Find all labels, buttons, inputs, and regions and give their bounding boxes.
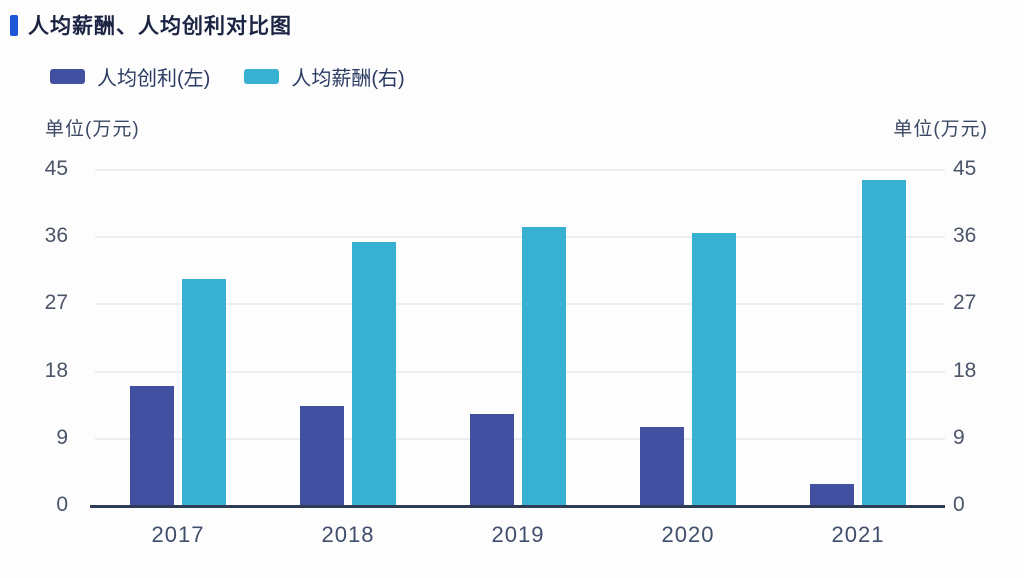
x-tick-2018: 2018 <box>321 522 375 547</box>
bar-profit-2021 <box>810 484 854 506</box>
bar-profit-2019 <box>470 414 514 506</box>
y-tick-right-18: 18 <box>953 358 977 382</box>
gridline-45 <box>95 169 945 171</box>
bar-salary-2020 <box>692 232 736 506</box>
legend: 人均创利(左) 人均薪酬(右) <box>50 62 405 91</box>
y-tick-left-9: 9 <box>56 425 68 449</box>
bar-profit-2017 <box>130 385 174 506</box>
legend-label: 人均创利(左) <box>97 68 211 90</box>
x-tick-2017: 2017 <box>151 522 205 547</box>
chart-title: 人均薪酬、人均创利对比图 <box>28 15 292 38</box>
legend-swatch-icon <box>50 69 85 84</box>
bar-salary-2019 <box>522 227 566 506</box>
title-block: 人均薪酬、人均创利对比图 <box>10 10 292 40</box>
bar-salary-2021 <box>862 180 906 506</box>
gridline-36 <box>95 236 945 239</box>
y-tick-left-18: 18 <box>44 358 68 382</box>
bar-profit-2018 <box>300 405 344 506</box>
x-tick-2021: 2021 <box>831 522 885 547</box>
legend-item-1: 人均薪酬(右) <box>244 62 405 91</box>
y-tick-right-0: 0 <box>953 493 965 516</box>
gridline-9 <box>95 437 945 440</box>
y-tick-left-45: 45 <box>44 157 68 180</box>
x-axis-line <box>90 505 945 508</box>
y-tick-right-45: 45 <box>953 157 977 180</box>
bar-salary-2018 <box>352 241 396 506</box>
right-axis-unit-label: 单位(万元) <box>893 119 988 140</box>
x-tick-2020: 2020 <box>661 522 715 547</box>
y-tick-right-9: 9 <box>953 425 965 449</box>
y-tick-left-36: 36 <box>44 224 68 248</box>
bar-salary-2017 <box>182 279 226 506</box>
y-tick-right-27: 27 <box>953 291 977 315</box>
legend-label: 人均薪酬(右) <box>291 68 405 90</box>
x-tick-2019: 2019 <box>491 522 545 547</box>
legend-swatch-icon <box>244 69 280 84</box>
bar-profit-2020 <box>640 426 684 506</box>
title-accent-bar-icon <box>10 14 18 36</box>
gridline-18 <box>95 370 945 373</box>
left-axis-unit-label: 单位(万元) <box>45 119 140 140</box>
gridline-27 <box>95 303 945 306</box>
y-tick-right-36: 36 <box>953 224 977 248</box>
y-tick-left-27: 27 <box>44 291 68 315</box>
legend-item-0: 人均创利(左) <box>50 62 210 91</box>
y-tick-left-0: 0 <box>56 493 68 516</box>
